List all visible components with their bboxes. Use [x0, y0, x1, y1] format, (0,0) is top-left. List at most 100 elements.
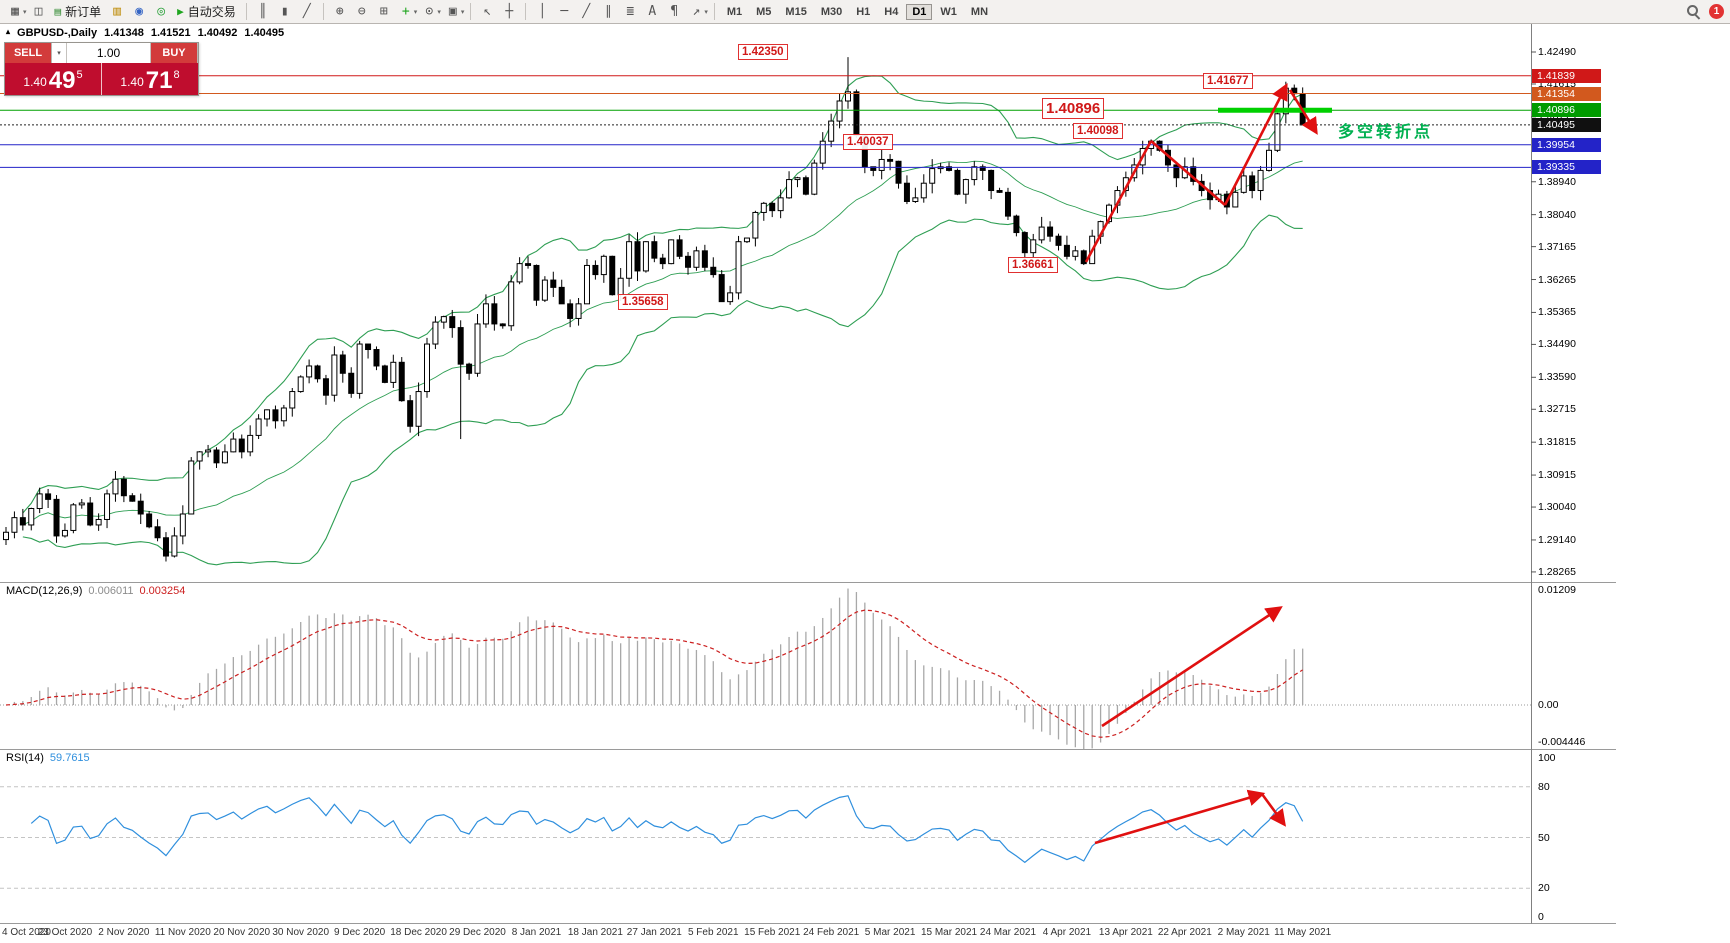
trade-controls-row: SELL ▾ 1.00 BUY	[5, 43, 198, 63]
volume-dropdown[interactable]: ▾	[52, 43, 67, 63]
rsi-line	[30, 795, 1304, 864]
date-tick: 29 Dec 2020	[449, 927, 506, 938]
toolbar: ▦ ▾ ◫ ▤ 新订单 ▥ ◉ ◎ ▶ 自动交易 ║ ▮ ╱ ⊕ ⊖ ⊞ + ▾ ⊙ ▾ ▣ ▾ ↖ ┼ │ ─ ╱ ∥ ≣ A ¶ ↗ ▾ M1…	[0, 0, 1730, 24]
notification-badge[interactable]: 1	[1709, 4, 1724, 19]
date-tick: 11 Nov 2020	[154, 927, 211, 938]
candlestick-chart-icon[interactable]: ▮	[280, 4, 289, 19]
new-order-button[interactable]: ▤ 新订单	[50, 2, 107, 22]
date-tick: 30 Nov 2020	[272, 927, 330, 938]
timeframe-button-W1[interactable]: W1	[940, 5, 957, 18]
new-chart-dropdown-icon[interactable]: ▾	[23, 8, 27, 16]
rsi-value: 59.7615	[49, 752, 90, 764]
timeframe-button-M5[interactable]: M5	[756, 5, 772, 18]
trendline-icon[interactable]: ╱	[582, 4, 591, 19]
trend-arrow	[1288, 89, 1318, 135]
periods-icon[interactable]: ⊙	[425, 4, 434, 19]
trend-arrow	[1223, 82, 1288, 206]
indicators-icon[interactable]: +	[401, 4, 410, 19]
buy-button[interactable]: BUY	[151, 43, 198, 63]
search-icon[interactable]	[1686, 4, 1701, 19]
horizontal-line-icon[interactable]: ─	[560, 4, 569, 19]
sell-price[interactable]: 1.40 49 5	[5, 63, 102, 95]
contacts-icon[interactable]: ◉	[135, 4, 144, 19]
rsi-scale-tick: 20	[1538, 882, 1550, 895]
chart-canvas	[0, 24, 1616, 924]
b-lower	[22, 214, 1303, 566]
trend-arrow	[1084, 140, 1153, 263]
price-label-box: 1.40896	[1532, 103, 1601, 118]
cursor-icon[interactable]: ↖	[483, 4, 492, 19]
macd-signal-line	[5, 609, 1304, 738]
channel-icon[interactable]: ∥	[605, 4, 612, 19]
text-label-icon[interactable]: ¶	[670, 4, 679, 19]
timeframe-button-M1[interactable]: M1	[726, 5, 743, 18]
sell-button[interactable]: SELL	[5, 43, 52, 63]
history-center-icon[interactable]: ▥	[113, 4, 122, 19]
price-label-box: 1.39954	[1532, 137, 1601, 152]
timeframe-button-D1[interactable]: D1	[906, 3, 933, 20]
buy-price[interactable]: 1.40 71 8	[102, 63, 198, 95]
timeframe-button-MN[interactable]: MN	[970, 5, 989, 18]
price-tick: 1.31815	[1538, 436, 1576, 449]
text-icon[interactable]: A	[648, 4, 657, 19]
date-tick: 24 Feb 2021	[803, 927, 860, 938]
trend-arrows[interactable]	[1084, 82, 1318, 845]
arrows-icon[interactable]: ↗	[692, 4, 701, 19]
date-tick: 22 Apr 2021	[1157, 927, 1212, 938]
date-tick: 20 Nov 2020	[213, 927, 271, 938]
zoom-out-icon[interactable]: ⊖	[357, 4, 366, 19]
date-tick: 15 Feb 2021	[744, 927, 801, 938]
community-icon[interactable]: ◎	[157, 4, 166, 19]
buy-price-sup: 8	[173, 69, 180, 81]
timeframe-button-H4[interactable]: H4	[884, 5, 899, 18]
rsi-name: RSI(14)	[6, 752, 44, 764]
toolbar-separator	[470, 3, 472, 20]
timeframe-button-M30[interactable]: M30	[820, 5, 843, 18]
price-tick: 1.28265	[1538, 565, 1576, 578]
collapse-triangle-icon[interactable]: ▴	[6, 27, 11, 36]
arrows-dropdown-icon[interactable]: ▾	[704, 8, 708, 16]
date-axis: 4 Oct 2020 23 Oct 2020 2 Nov 2020 11 Nov 20…	[0, 924, 1531, 943]
tile-windows-icon[interactable]: ⊞	[379, 4, 388, 19]
macd-value-main: 0.006011	[88, 585, 134, 597]
fibonacci-icon[interactable]: ≣	[626, 4, 635, 19]
line-chart-icon[interactable]: ╱	[302, 4, 311, 19]
macd-name: MACD(12,26,9)	[6, 585, 83, 597]
trade-prices-row: 1.40 49 5 1.40 71 8	[5, 63, 198, 95]
profiles-icon[interactable]: ◫	[34, 4, 43, 19]
price-tick: 1.36265	[1538, 273, 1576, 286]
vertical-line-icon[interactable]: │	[538, 4, 547, 19]
periods-dropdown-icon[interactable]: ▾	[437, 8, 441, 16]
price-tick: 1.30915	[1538, 469, 1576, 482]
zoom-in-icon[interactable]: ⊕	[335, 4, 344, 19]
date-tick: 2 Nov 2020	[98, 927, 150, 938]
price-tick: 1.34490	[1538, 338, 1576, 351]
bar-chart-icon[interactable]: ║	[258, 4, 267, 19]
templates-icon[interactable]: ▣	[448, 4, 457, 19]
volume-input[interactable]: 1.00	[67, 43, 151, 63]
ohlc-open: 1.41348	[104, 27, 144, 39]
one-click-trading-panel: SELL ▾ 1.00 BUY 1.40 49 5 1.40 71 8	[4, 42, 199, 96]
crosshair-icon[interactable]: ┼	[505, 4, 514, 19]
sell-price-sup: 5	[76, 69, 83, 81]
date-tick: 9 Dec 2020	[334, 927, 386, 938]
rsi-indicator	[0, 786, 1531, 889]
price-label-box: 1.41354	[1532, 86, 1601, 101]
autotrading-button[interactable]: ▶ 自动交易	[172, 2, 241, 22]
price-tick: 1.42490	[1538, 46, 1576, 58]
timeframe-button-M15[interactable]: M15	[785, 5, 807, 18]
autotrading-icon: ▶	[177, 5, 184, 18]
templates-dropdown-icon[interactable]: ▾	[460, 8, 465, 16]
new-order-button-label: 新订单	[65, 5, 102, 19]
macd-value-signal: 0.003254	[139, 585, 186, 597]
sell-price-big: 49	[48, 67, 76, 94]
indicators-dropdown-icon[interactable]: ▾	[413, 8, 418, 16]
date-tick: 23 Oct 2020	[37, 927, 93, 938]
timeframe-button-H1[interactable]: H1	[856, 5, 871, 18]
macd-scale-tick: -0.004446	[1538, 736, 1586, 748]
date-tick: 18 Dec 2020	[390, 927, 447, 938]
macd-indicator	[0, 588, 1531, 749]
macd-scale-tick: 0.01209	[1538, 584, 1576, 596]
price-tick: 1.32715	[1538, 403, 1576, 416]
new-chart-icon[interactable]: ▦	[11, 4, 19, 19]
